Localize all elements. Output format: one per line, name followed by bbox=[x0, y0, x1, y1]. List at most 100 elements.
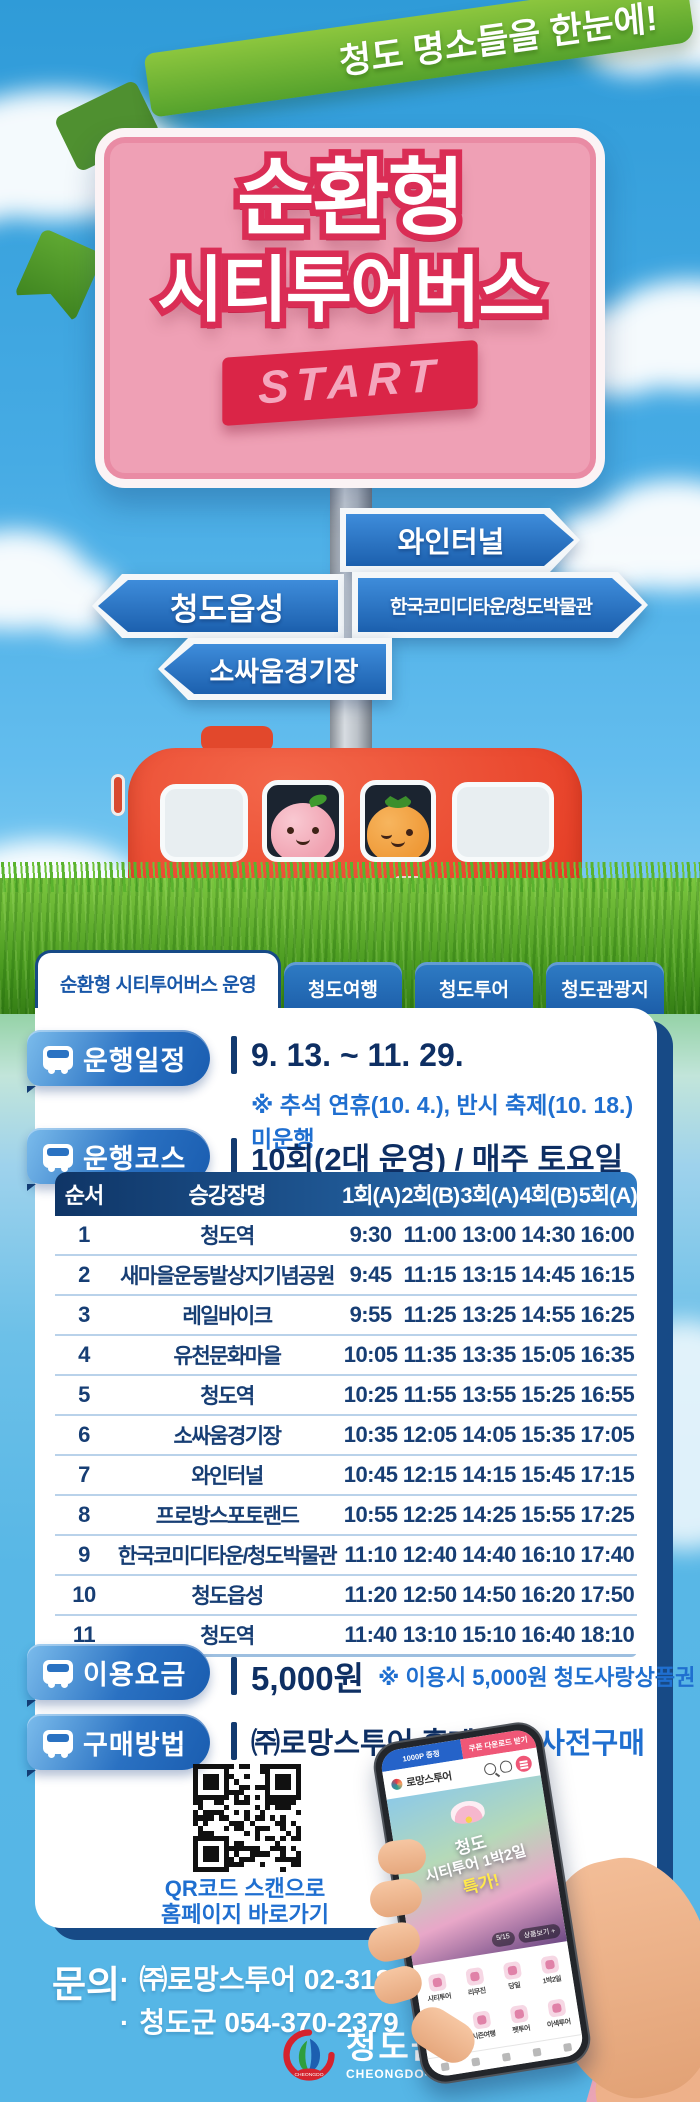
cell-order: 2 bbox=[55, 1254, 113, 1295]
cell-time: 12:25 bbox=[400, 1494, 460, 1535]
table-row: 5 청도역 10:25 11:55 13:55 15:25 16:55 bbox=[55, 1374, 637, 1415]
cell-stop-name: 유천문화마을 bbox=[113, 1334, 341, 1375]
column-header: 4회(B) bbox=[519, 1183, 579, 1208]
bus-icon bbox=[43, 1046, 73, 1074]
cell-time: 15:55 bbox=[518, 1494, 578, 1535]
contact-line: 청도군 054-370-2379 bbox=[120, 2001, 463, 2044]
cell-time: 17:25 bbox=[577, 1494, 637, 1535]
cell-time: 15:10 bbox=[459, 1614, 519, 1657]
table-row: 9 한국코미디타운/청도박물관 11:10 12:40 14:40 16:10 17:40 bbox=[55, 1534, 637, 1575]
cell-time: 11:25 bbox=[400, 1294, 460, 1335]
table-row: 8 프로방스포토랜드 10:55 12:25 14:25 15:55 17:25 bbox=[55, 1494, 637, 1535]
section-label: 운행일정 bbox=[83, 1045, 187, 1076]
bus-window-rear bbox=[452, 782, 554, 862]
section-pill-purchase: 구매방법 bbox=[27, 1714, 211, 1777]
menu-thumb-icon bbox=[464, 1966, 485, 1986]
qr-caption-line2: 홈페이지 바로가기 bbox=[160, 1902, 330, 1928]
menu-label: 리무진 bbox=[467, 1987, 487, 1997]
poster-title-line2: 시티투어버스 bbox=[157, 254, 544, 329]
cheongdo-emblem-icon: CHEONGDO bbox=[283, 2029, 335, 2081]
tab-cycle-bus-active[interactable]: 순환형 시티투어버스 운영 bbox=[35, 950, 281, 1014]
cell-time: 10:45 bbox=[341, 1454, 401, 1495]
table-row: 3 레일바이크 9:55 11:25 13:25 14:55 16:25 bbox=[55, 1294, 637, 1335]
cell-time: 14:25 bbox=[459, 1494, 519, 1535]
course-value: 10회(2대 운영) / 매주 토요일 bbox=[251, 1142, 624, 1177]
more-button: 상품보기 + bbox=[517, 1923, 562, 1944]
bus-window-peach bbox=[262, 780, 344, 862]
cell-time: 16:00 bbox=[580, 1222, 635, 1247]
cell-order: 7 bbox=[55, 1454, 113, 1495]
table-row: 1 청도역 9:30 11:00 13:00 14:30 16:00 bbox=[55, 1216, 637, 1255]
persimmon-character bbox=[367, 796, 429, 857]
cell-time: 10:35 bbox=[341, 1414, 401, 1455]
cell-time: 12:15 bbox=[400, 1454, 460, 1495]
column-header: 2회(B) bbox=[401, 1183, 460, 1208]
qr-code[interactable] bbox=[193, 1764, 301, 1872]
tab-2[interactable]: 청도투어 bbox=[415, 962, 533, 1014]
brand-logo-icon bbox=[390, 1777, 404, 1791]
cell-time: 11:55 bbox=[400, 1374, 460, 1415]
divider-bar bbox=[231, 1657, 237, 1695]
column-header: 5회(A) bbox=[578, 1183, 637, 1208]
nav-icon bbox=[563, 2042, 573, 2052]
hamburger-menu-icon bbox=[514, 1754, 533, 1773]
cell-time: 15:45 bbox=[518, 1454, 578, 1495]
cell-order: 1 bbox=[78, 1222, 90, 1247]
cell-order: 4 bbox=[55, 1334, 113, 1375]
cell-stop-name: 청도읍성 bbox=[113, 1574, 341, 1615]
sign-label: 청도읍성 bbox=[169, 591, 285, 627]
cell-stop-name: 청도역 bbox=[113, 1614, 341, 1657]
cell-stop-name: 와인터널 bbox=[113, 1454, 341, 1495]
cell-time: 10:55 bbox=[341, 1494, 401, 1535]
cell-time: 14:50 bbox=[459, 1574, 519, 1615]
cell-time: 13:55 bbox=[459, 1374, 519, 1415]
direction-sign-wine-tunnel: 와인터널 bbox=[340, 508, 580, 572]
smile bbox=[391, 835, 405, 847]
schedule-note: ※ 추석 연휴(10. 4.), 반시 축제(10. 18.) 미운행 bbox=[251, 1092, 634, 1152]
cell-time: 13:10 bbox=[400, 1614, 460, 1657]
fare-note: ※ 이용시 5,000원 청도사랑상품권 지급 bbox=[377, 1665, 700, 1690]
section-pill-schedule: 운행일정 bbox=[27, 1030, 211, 1093]
table-row: 11 청도역 11:40 13:10 15:10 16:40 18:10 bbox=[55, 1614, 637, 1657]
table-row: 7 와인터널 10:45 12:15 14:15 15:45 17:15 bbox=[55, 1454, 637, 1495]
menu-label: 이색투어 bbox=[546, 2018, 572, 2029]
cell-time: 11:00 bbox=[403, 1222, 457, 1247]
menu-thumb-icon bbox=[471, 2009, 491, 2030]
cell-time: 12:50 bbox=[400, 1574, 460, 1615]
bus-icon bbox=[43, 1660, 73, 1688]
bus-roof-vent bbox=[201, 726, 273, 752]
bus-icon bbox=[43, 1730, 73, 1758]
column-header: 3회(A) bbox=[460, 1183, 519, 1208]
table-row: 2 새마을운동발상지기념공원 9:45 11:15 13:15 14:45 16:15 bbox=[55, 1254, 637, 1295]
section-pill-fare: 이용요금 bbox=[27, 1644, 211, 1707]
sign-label: 소싸움경기장 bbox=[209, 656, 359, 687]
cell-time: 9:55 bbox=[341, 1294, 401, 1335]
tab-1[interactable]: 청도여행 bbox=[284, 962, 402, 1014]
cell-time: 13:15 bbox=[459, 1254, 519, 1295]
direction-sign-eupseong: 청도읍성 bbox=[92, 574, 344, 638]
column-header: 순서 bbox=[64, 1183, 104, 1208]
cell-time: 11:10 bbox=[341, 1534, 401, 1575]
cell-time: 12:40 bbox=[400, 1534, 460, 1575]
cell-time: 16:40 bbox=[518, 1614, 578, 1657]
schedule-value: 9. 13. ~ 11. 29. bbox=[251, 1036, 464, 1073]
tab-3[interactable]: 청도관광지 bbox=[546, 962, 664, 1014]
timetable-head-row: 순서 승강장명 1회(A) 2회(B) 3회(A) 4회(B) 5회(A) bbox=[55, 1172, 637, 1216]
menu-thumb-icon bbox=[509, 2003, 529, 2024]
table-row: 4 유천문화마을 10:05 11:35 13:35 15:05 16:35 bbox=[55, 1334, 637, 1375]
persimmon-calyx-icon bbox=[385, 796, 411, 808]
bus-icon bbox=[43, 1144, 73, 1172]
cell-time: 17:50 bbox=[577, 1574, 637, 1615]
cell-stop-name: 새마을운동발상지기념공원 bbox=[113, 1254, 341, 1295]
cell-time: 15:05 bbox=[518, 1334, 578, 1375]
column-header: 1회(A) bbox=[342, 1183, 401, 1208]
sign-label: 한국코미디타운/청도박물관 bbox=[389, 596, 593, 618]
menu-thumb-icon bbox=[546, 1997, 567, 2018]
menu-label: 1박2일 bbox=[542, 1975, 562, 1985]
peach-character bbox=[271, 792, 335, 857]
cell-order: 5 bbox=[55, 1374, 113, 1415]
sign-label: 와인터널 bbox=[397, 527, 505, 559]
section-pill-course: 운행코스 bbox=[27, 1128, 211, 1191]
contact-label: 문의 bbox=[52, 1964, 121, 2005]
